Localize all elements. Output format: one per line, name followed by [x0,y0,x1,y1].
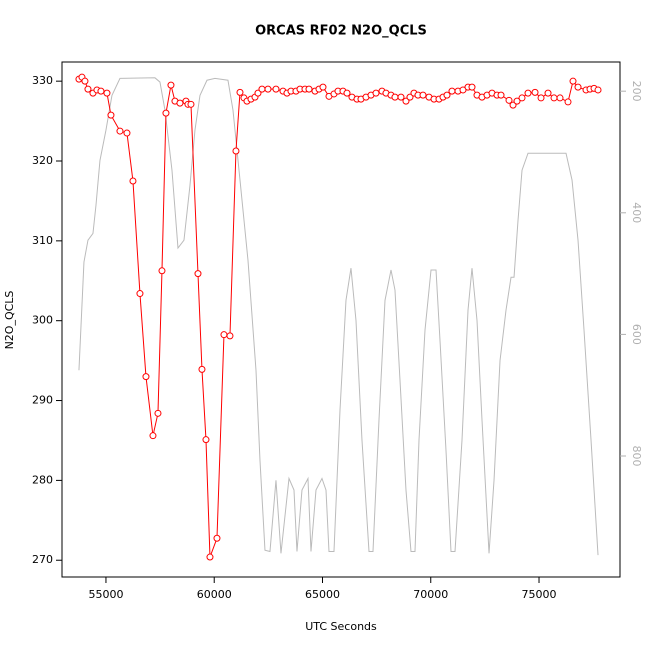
data-point [213,534,221,542]
data-point [81,77,89,85]
data-point [220,331,228,339]
y-tick-label: 270 [32,553,53,566]
x-tick-label: 60000 [197,588,232,601]
data-point [513,97,521,105]
data-point [167,81,175,89]
data-point [448,87,456,95]
data-point [391,93,399,101]
data-point [198,365,206,373]
data-point [402,97,410,105]
y2-tick-label: 200 [630,81,643,102]
data-point [505,96,513,104]
data-point [206,553,214,561]
x-tick-label: 70000 [413,588,448,601]
data-point [372,89,380,97]
data-point [272,85,280,93]
data-point [594,86,602,94]
data-point [136,290,144,298]
data-point [443,91,451,99]
x-tick-label: 55000 [88,588,123,601]
data-point [123,129,131,137]
data-point [142,373,150,381]
data-point [550,94,558,102]
data-point [531,88,539,96]
data-point [343,89,351,97]
series-line [78,76,599,558]
chart-title: ORCAS RF02 N2O_QCLS [255,24,427,39]
y-axis-label: N2O_QCLS [3,291,16,350]
data-point [509,101,517,109]
data-point [524,89,532,97]
series-line [78,77,599,556]
y2-tick-label: 800 [630,446,643,467]
data-point [187,100,195,108]
data-point [258,85,266,93]
data-point [107,111,115,119]
x-tick-label: 65000 [305,588,340,601]
data-point [232,147,240,155]
data-point [556,94,564,102]
data-point [202,436,210,444]
y-tick-label: 280 [32,473,53,486]
data-point [176,99,184,107]
data-point [116,127,124,135]
data-point [254,89,262,97]
y-tick-label: 300 [32,314,53,327]
y-tick-label: 310 [32,234,53,247]
data-point [544,89,552,97]
y2-tick-label: 400 [630,202,643,223]
data-point [569,77,577,85]
data-point [419,91,427,99]
data-point [84,85,92,93]
data-point [518,94,526,102]
y-tick-label: 320 [32,154,53,167]
x-tick-label: 75000 [522,588,557,601]
data-point [305,85,313,93]
y-tick-label: 290 [32,394,53,407]
y-tick-label: 330 [32,74,53,87]
data-point [537,94,545,102]
x-axis-label: UTC Seconds [305,620,377,633]
data-point [319,83,327,91]
data-point [158,267,166,275]
y2-tick-label: 600 [630,324,643,345]
data-point [264,85,272,93]
data-point [497,91,505,99]
data-point [468,83,476,91]
data-point [236,88,244,96]
data-point [154,409,162,417]
data-point [397,93,405,101]
data-point [149,432,157,440]
data-point [564,98,572,106]
data-point [226,332,234,340]
data-point [406,93,414,101]
data-point [129,177,137,185]
plot-frame [61,61,621,578]
data-point [97,87,105,95]
data-point [162,109,170,117]
data-point [574,83,582,91]
data-point [194,270,202,278]
data-point [103,89,111,97]
